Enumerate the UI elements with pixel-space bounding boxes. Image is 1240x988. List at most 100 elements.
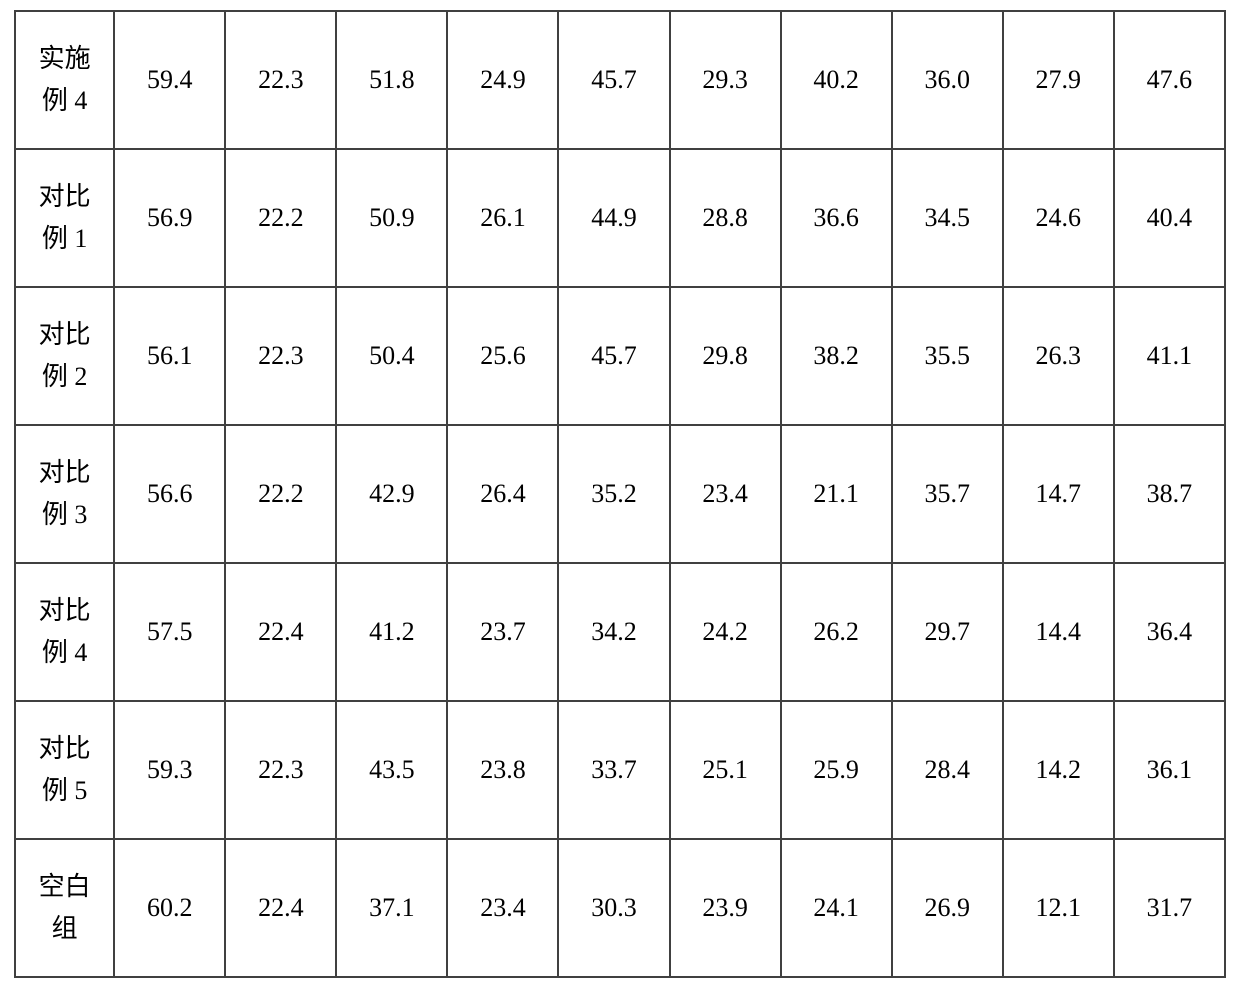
table-cell: 29.7 bbox=[892, 563, 1003, 701]
table-row: 对比 例 3 56.6 22.2 42.9 26.4 35.2 23.4 21.… bbox=[15, 425, 1225, 563]
table-cell: 56.1 bbox=[114, 287, 225, 425]
row-label-line: 对比 bbox=[20, 728, 109, 770]
row-label-line: 例 3 bbox=[20, 494, 109, 536]
table-cell: 24.6 bbox=[1003, 149, 1114, 287]
table-cell: 26.9 bbox=[892, 839, 1003, 977]
table-cell: 34.5 bbox=[892, 149, 1003, 287]
table-cell: 22.3 bbox=[225, 11, 336, 149]
table-cell: 60.2 bbox=[114, 839, 225, 977]
table-cell: 59.3 bbox=[114, 701, 225, 839]
table-cell: 28.4 bbox=[892, 701, 1003, 839]
row-label-line: 对比 bbox=[20, 176, 109, 218]
row-label-line: 对比 bbox=[20, 590, 109, 632]
table-cell: 26.2 bbox=[781, 563, 892, 701]
row-label-line: 对比 bbox=[20, 452, 109, 494]
table-row: 对比 例 4 57.5 22.4 41.2 23.7 34.2 24.2 26.… bbox=[15, 563, 1225, 701]
table-cell: 14.7 bbox=[1003, 425, 1114, 563]
table-cell: 44.9 bbox=[558, 149, 669, 287]
row-label: 空白 组 bbox=[15, 839, 114, 977]
table-cell: 50.9 bbox=[336, 149, 447, 287]
table-cell: 26.1 bbox=[447, 149, 558, 287]
table-row: 对比 例 1 56.9 22.2 50.9 26.1 44.9 28.8 36.… bbox=[15, 149, 1225, 287]
table-cell: 47.6 bbox=[1114, 11, 1225, 149]
table-cell: 36.6 bbox=[781, 149, 892, 287]
table-row: 实施 例 4 59.4 22.3 51.8 24.9 45.7 29.3 40.… bbox=[15, 11, 1225, 149]
table-cell: 25.1 bbox=[670, 701, 781, 839]
table-cell: 33.7 bbox=[558, 701, 669, 839]
table-cell: 36.1 bbox=[1114, 701, 1225, 839]
table-cell: 26.4 bbox=[447, 425, 558, 563]
row-label: 实施 例 4 bbox=[15, 11, 114, 149]
table-cell: 21.1 bbox=[781, 425, 892, 563]
table-cell: 50.4 bbox=[336, 287, 447, 425]
row-label-line: 例 4 bbox=[20, 80, 109, 122]
table-body: 实施 例 4 59.4 22.3 51.8 24.9 45.7 29.3 40.… bbox=[15, 11, 1225, 977]
table-cell: 35.7 bbox=[892, 425, 1003, 563]
table-cell: 26.3 bbox=[1003, 287, 1114, 425]
table-row: 对比 例 2 56.1 22.3 50.4 25.6 45.7 29.8 38.… bbox=[15, 287, 1225, 425]
table-cell: 14.2 bbox=[1003, 701, 1114, 839]
row-label: 对比 例 5 bbox=[15, 701, 114, 839]
table-cell: 22.2 bbox=[225, 149, 336, 287]
table-cell: 35.2 bbox=[558, 425, 669, 563]
table-cell: 56.9 bbox=[114, 149, 225, 287]
table-cell: 23.9 bbox=[670, 839, 781, 977]
row-label: 对比 例 1 bbox=[15, 149, 114, 287]
table-cell: 12.1 bbox=[1003, 839, 1114, 977]
table-cell: 29.3 bbox=[670, 11, 781, 149]
data-table: 实施 例 4 59.4 22.3 51.8 24.9 45.7 29.3 40.… bbox=[14, 10, 1226, 978]
table-cell: 59.4 bbox=[114, 11, 225, 149]
table-cell: 40.2 bbox=[781, 11, 892, 149]
table-cell: 56.6 bbox=[114, 425, 225, 563]
table-cell: 22.2 bbox=[225, 425, 336, 563]
row-label-line: 对比 bbox=[20, 314, 109, 356]
row-label-line: 组 bbox=[20, 908, 109, 950]
table-cell: 14.4 bbox=[1003, 563, 1114, 701]
table-cell: 22.4 bbox=[225, 839, 336, 977]
table-cell: 23.4 bbox=[447, 839, 558, 977]
table-cell: 25.9 bbox=[781, 701, 892, 839]
row-label: 对比 例 2 bbox=[15, 287, 114, 425]
table-cell: 40.4 bbox=[1114, 149, 1225, 287]
table-cell: 24.1 bbox=[781, 839, 892, 977]
table-row: 对比 例 5 59.3 22.3 43.5 23.8 33.7 25.1 25.… bbox=[15, 701, 1225, 839]
table-cell: 24.2 bbox=[670, 563, 781, 701]
row-label-line: 例 5 bbox=[20, 770, 109, 812]
table-cell: 27.9 bbox=[1003, 11, 1114, 149]
table-cell: 51.8 bbox=[336, 11, 447, 149]
row-label-line: 实施 bbox=[20, 38, 109, 80]
table-cell: 22.3 bbox=[225, 701, 336, 839]
table-cell: 28.8 bbox=[670, 149, 781, 287]
table-cell: 41.2 bbox=[336, 563, 447, 701]
table-cell: 35.5 bbox=[892, 287, 1003, 425]
table-cell: 38.2 bbox=[781, 287, 892, 425]
table-cell: 25.6 bbox=[447, 287, 558, 425]
table-cell: 31.7 bbox=[1114, 839, 1225, 977]
table-cell: 41.1 bbox=[1114, 287, 1225, 425]
table-cell: 22.3 bbox=[225, 287, 336, 425]
table-cell: 42.9 bbox=[336, 425, 447, 563]
table-cell: 22.4 bbox=[225, 563, 336, 701]
row-label: 对比 例 4 bbox=[15, 563, 114, 701]
table-cell: 36.0 bbox=[892, 11, 1003, 149]
row-label-line: 例 2 bbox=[20, 356, 109, 398]
table-cell: 45.7 bbox=[558, 11, 669, 149]
table-row: 空白 组 60.2 22.4 37.1 23.4 30.3 23.9 24.1 … bbox=[15, 839, 1225, 977]
row-label-line: 空白 bbox=[20, 866, 109, 908]
table-cell: 38.7 bbox=[1114, 425, 1225, 563]
table-cell: 23.4 bbox=[670, 425, 781, 563]
table-cell: 37.1 bbox=[336, 839, 447, 977]
row-label-line: 例 4 bbox=[20, 632, 109, 674]
table-cell: 34.2 bbox=[558, 563, 669, 701]
table-cell: 36.4 bbox=[1114, 563, 1225, 701]
table-container: 实施 例 4 59.4 22.3 51.8 24.9 45.7 29.3 40.… bbox=[0, 0, 1240, 988]
table-cell: 45.7 bbox=[558, 287, 669, 425]
table-cell: 43.5 bbox=[336, 701, 447, 839]
table-cell: 23.7 bbox=[447, 563, 558, 701]
table-cell: 24.9 bbox=[447, 11, 558, 149]
table-cell: 29.8 bbox=[670, 287, 781, 425]
table-cell: 57.5 bbox=[114, 563, 225, 701]
row-label: 对比 例 3 bbox=[15, 425, 114, 563]
table-cell: 30.3 bbox=[558, 839, 669, 977]
table-cell: 23.8 bbox=[447, 701, 558, 839]
